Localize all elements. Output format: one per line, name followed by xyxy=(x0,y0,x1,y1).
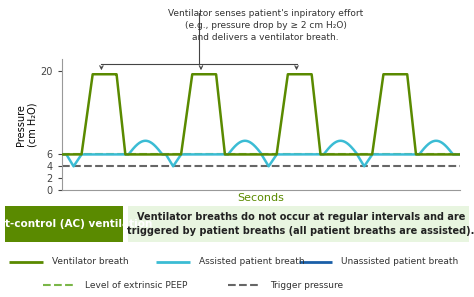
Text: Ventilator senses patient's inpiratory effort
(e.g., pressure drop by ≥ 2 cm H₂O: Ventilator senses patient's inpiratory e… xyxy=(168,9,363,42)
Text: Assisted patient breath: Assisted patient breath xyxy=(199,257,305,266)
Text: Ventilator breath: Ventilator breath xyxy=(52,257,129,266)
Y-axis label: Pressure
(cm H₂O): Pressure (cm H₂O) xyxy=(16,102,37,147)
Text: Assist-control (AC) ventilation: Assist-control (AC) ventilation xyxy=(0,219,153,229)
X-axis label: Seconds: Seconds xyxy=(237,193,284,203)
Text: Level of extrinsic PEEP: Level of extrinsic PEEP xyxy=(85,281,188,290)
Text: Trigger pressure: Trigger pressure xyxy=(270,281,343,290)
FancyBboxPatch shape xyxy=(5,206,123,242)
Text: Ventilator breaths do not occur at regular intervals and are
triggered by patien: Ventilator breaths do not occur at regul… xyxy=(128,212,474,236)
FancyBboxPatch shape xyxy=(128,206,469,242)
Text: Unassisted patient breath: Unassisted patient breath xyxy=(341,257,458,266)
